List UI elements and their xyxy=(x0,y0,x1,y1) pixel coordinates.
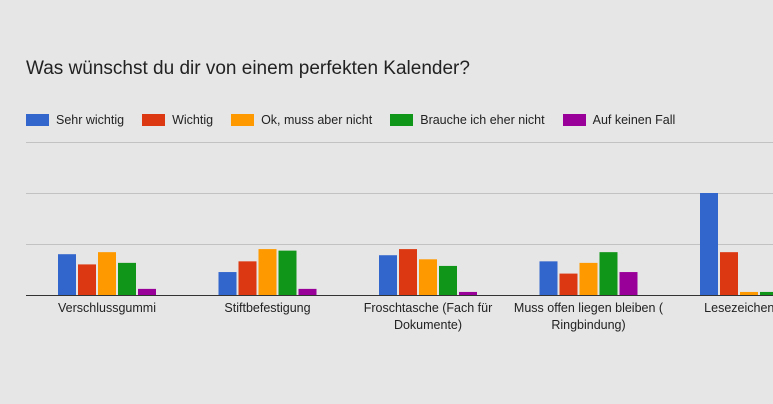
bar xyxy=(118,262,136,295)
x-tick-label-line: Stiftbefestigung xyxy=(224,301,310,315)
legend-item[interactable]: Auf keinen Fall xyxy=(562,113,676,127)
x-tick-label: Froschtasche (Fach für Dokumente) xyxy=(364,301,493,332)
bar xyxy=(619,272,638,295)
bar xyxy=(559,273,578,295)
bar xyxy=(58,254,76,295)
legend-label: Wichtig xyxy=(172,113,214,127)
bar xyxy=(700,193,718,295)
legend-swatch xyxy=(390,114,414,126)
bar xyxy=(379,255,397,295)
legend-item[interactable]: Brauche ich eher nicht xyxy=(390,113,545,127)
x-tick-label-line: Froschtasche (Fach für xyxy=(364,301,493,315)
x-tick-label-line: Muss offen liegen bleiben ( xyxy=(514,301,664,315)
legend-swatch xyxy=(231,114,255,126)
legend-item[interactable]: Wichtig xyxy=(142,113,213,127)
bar xyxy=(399,249,417,295)
bar xyxy=(439,265,457,295)
x-tick-label: Verschlussgummi xyxy=(58,301,156,315)
bar xyxy=(740,291,758,295)
legend-label: Auf keinen Fall xyxy=(592,113,676,127)
legend-label: Sehr wichtig xyxy=(56,113,125,127)
x-tick-label: Muss offen liegen bleiben ( Ringbindung) xyxy=(514,301,664,332)
legend-item[interactable]: Sehr wichtig xyxy=(26,113,124,127)
legend-swatch xyxy=(142,114,166,126)
x-tick-label-line: Dokumente) xyxy=(394,318,462,332)
legend-label: Brauche ich eher nicht xyxy=(420,113,545,127)
legend-swatch xyxy=(26,114,49,126)
bar xyxy=(138,288,156,295)
bar xyxy=(298,288,317,295)
bar xyxy=(98,252,116,295)
bar xyxy=(419,259,437,295)
x-tick-label-line: Verschlussgummi xyxy=(58,301,156,315)
chart-title: Was wünschst du dir von einem perfekten … xyxy=(26,58,470,79)
x-tick-label-line: Ringbindung) xyxy=(551,318,625,332)
bar xyxy=(720,252,738,295)
bar xyxy=(459,291,477,295)
bar xyxy=(258,249,277,295)
bar xyxy=(78,264,96,295)
bar xyxy=(278,250,297,295)
bar xyxy=(539,261,558,295)
bar xyxy=(579,262,598,295)
legend: Sehr wichtig Wichtig Ok, muss aber nicht Br… xyxy=(26,113,693,127)
bar xyxy=(599,252,618,295)
bar xyxy=(238,261,257,295)
legend-item[interactable]: Ok, muss aber nicht xyxy=(231,113,372,127)
legend-swatch xyxy=(562,114,586,126)
x-tick-label: Stiftbefestigung xyxy=(224,301,310,315)
x-tick-label-line: Lesezeichen-Bä xyxy=(704,301,773,315)
bar xyxy=(760,291,773,295)
legend-label: Ok, muss aber nicht xyxy=(261,113,373,127)
bar xyxy=(218,272,237,295)
x-tick-label: Lesezeichen-Bä xyxy=(704,301,773,315)
